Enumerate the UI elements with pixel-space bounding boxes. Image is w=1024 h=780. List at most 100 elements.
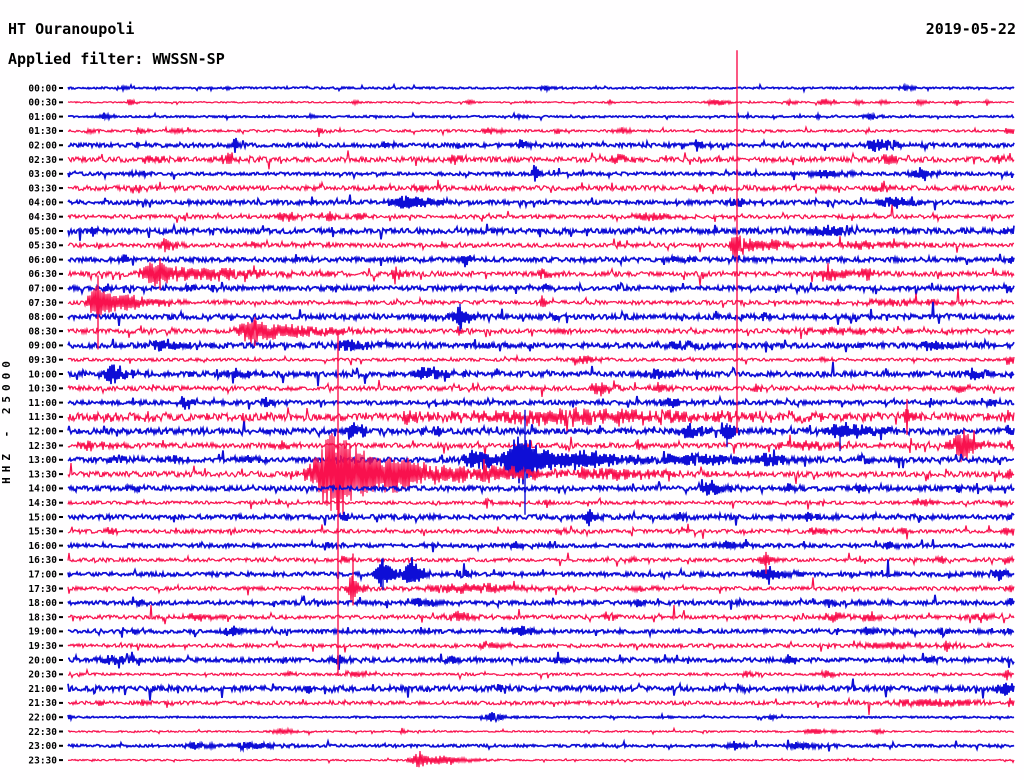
trace-row xyxy=(67,557,1015,588)
row-time-label: 09:30 xyxy=(28,355,57,366)
trace-row xyxy=(67,421,1015,441)
row-tick xyxy=(59,716,63,719)
trace-row xyxy=(67,711,1015,724)
row-tick xyxy=(59,101,63,104)
trace-row xyxy=(67,222,1015,241)
trace-row xyxy=(67,253,1015,268)
row-time-label: 13:00 xyxy=(28,455,57,466)
trace-row xyxy=(67,429,1015,463)
row-tick xyxy=(59,358,63,361)
trace-row xyxy=(67,337,1015,353)
row-time-label: 05:00 xyxy=(28,226,57,237)
trace-row xyxy=(67,194,1015,211)
row-time-label: 08:30 xyxy=(28,326,57,337)
station-title: HT Ouranoupoli xyxy=(8,20,135,38)
row-tick xyxy=(59,201,63,204)
trace-row xyxy=(67,523,1015,540)
row-tick xyxy=(59,115,63,118)
row-time-label: 22:30 xyxy=(28,727,57,738)
row-tick xyxy=(59,558,63,561)
row-time-label: 08:00 xyxy=(28,312,57,323)
row-tick xyxy=(59,144,63,147)
row-time-label: 06:00 xyxy=(28,255,57,266)
row-tick xyxy=(59,530,63,533)
trace-row xyxy=(67,280,1015,296)
row-tick xyxy=(59,415,63,418)
trace-row xyxy=(67,204,1015,224)
channel-scale-label: HHZ - 25000 xyxy=(0,356,13,484)
row-time-label: 19:30 xyxy=(28,641,57,652)
row-tick xyxy=(59,458,63,461)
row-time-label: 14:30 xyxy=(28,498,57,509)
trace-row xyxy=(67,137,1015,153)
row-tick xyxy=(59,258,63,261)
row-time-label: 16:00 xyxy=(28,541,57,552)
row-time-label: 15:30 xyxy=(28,527,57,538)
row-time-label: 15:00 xyxy=(28,512,57,523)
trace-row xyxy=(67,625,1015,639)
trace-row xyxy=(67,353,1015,366)
row-time-label: 17:00 xyxy=(28,570,57,581)
trace-row xyxy=(67,552,1015,567)
trace-row xyxy=(67,479,1015,496)
row-tick xyxy=(59,430,63,433)
row-time-label: 11:30 xyxy=(28,412,57,423)
row-tick xyxy=(59,501,63,504)
row-time-label: 05:30 xyxy=(28,241,57,252)
row-time-label: 04:30 xyxy=(28,212,57,223)
row-time-label: 07:30 xyxy=(28,298,57,309)
row-tick xyxy=(59,587,63,590)
row-time-label: 03:00 xyxy=(28,169,57,180)
row-tick xyxy=(59,759,63,762)
applied-filter-label: Applied filter: WWSSN-SP xyxy=(8,50,225,68)
trace-row xyxy=(67,508,1015,527)
trace-row xyxy=(67,696,1015,715)
row-time-label: 16:30 xyxy=(28,555,57,566)
trace-row xyxy=(67,164,1015,182)
row-tick xyxy=(59,301,63,304)
row-time-label: 10:00 xyxy=(28,369,57,380)
row-tick xyxy=(59,373,63,375)
row-tick xyxy=(59,344,63,347)
row-tick xyxy=(59,158,63,161)
trace-row xyxy=(67,125,1015,137)
row-time-label: 21:30 xyxy=(28,698,57,709)
row-time-label: 09:00 xyxy=(28,341,57,352)
row-time-label: 03:30 xyxy=(28,183,57,194)
trace-row xyxy=(67,594,1015,610)
trace-row xyxy=(67,285,1015,320)
trace-row xyxy=(67,436,1014,485)
row-time-label: 17:30 xyxy=(28,584,57,595)
row-tick xyxy=(59,129,63,132)
row-time-label: 06:30 xyxy=(28,269,57,280)
row-time-label: 18:00 xyxy=(28,598,57,609)
row-tick xyxy=(59,487,63,490)
row-time-label: 12:30 xyxy=(28,441,57,452)
trace-row xyxy=(67,97,1015,108)
row-tick xyxy=(59,687,63,690)
row-time-label: 00:30 xyxy=(28,98,57,109)
row-time-label: 11:00 xyxy=(28,398,57,409)
row-tick xyxy=(59,287,63,290)
trace-rows: 00:00 00:30 01:00 01:30 02:00 02:30 03:00 03:30… xyxy=(28,82,1015,768)
row-tick xyxy=(59,315,63,318)
row-time-label: 23:00 xyxy=(28,741,57,752)
row-time-label: 01:00 xyxy=(28,112,57,123)
row-tick xyxy=(59,573,63,576)
trace-row xyxy=(67,150,1015,170)
trace-row xyxy=(67,262,1015,287)
row-time-label: 22:00 xyxy=(28,713,57,724)
row-time-label: 10:30 xyxy=(28,384,57,395)
trace-row xyxy=(67,667,1015,681)
trace-row xyxy=(67,407,1015,434)
row-tick xyxy=(59,272,63,275)
trace-row xyxy=(68,651,1015,670)
row-time-label: 01:30 xyxy=(28,126,57,137)
trace-row xyxy=(67,82,1015,94)
trace-row xyxy=(67,538,1015,553)
trace-row xyxy=(67,738,1015,753)
row-tick xyxy=(59,516,63,518)
trace-row xyxy=(67,575,1015,601)
row-tick xyxy=(59,387,63,390)
